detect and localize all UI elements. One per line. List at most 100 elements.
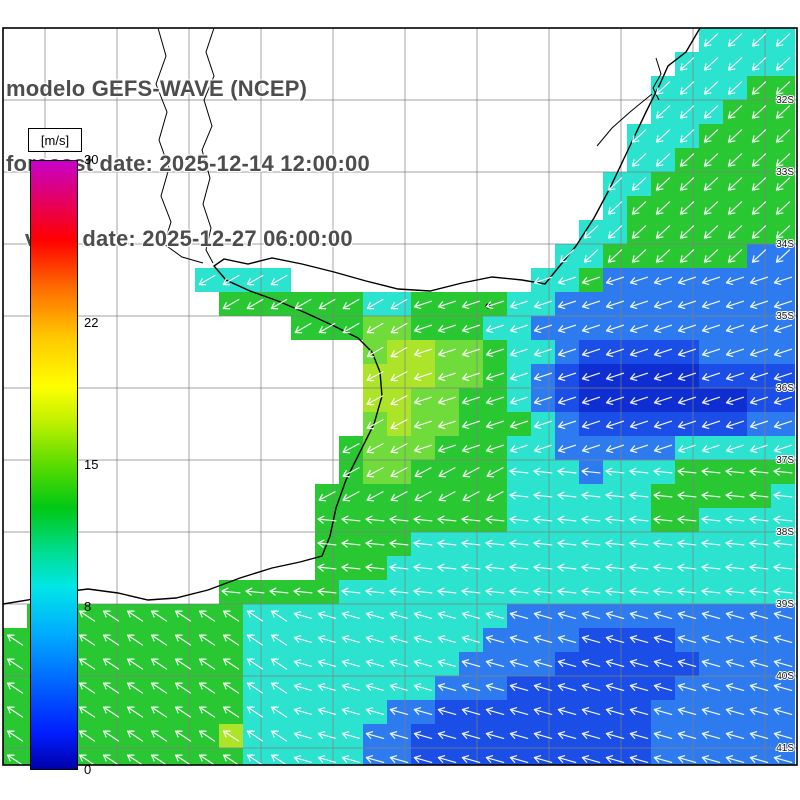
wind-arrow (701, 755, 721, 764)
wind-arrow (653, 348, 673, 358)
wind-arrow (751, 249, 767, 263)
wind-arrow (413, 755, 433, 764)
wind-arrow (749, 563, 769, 572)
wind-arrow (437, 587, 457, 596)
wind-arrow (629, 539, 649, 548)
wind-arrow (222, 298, 240, 310)
wind-arrow (605, 276, 625, 286)
wind-arrow (701, 659, 721, 668)
wind-arrow (222, 754, 240, 765)
wind-arrow (318, 322, 336, 334)
wind-arrow (485, 563, 505, 572)
wind-arrow (509, 444, 529, 454)
wind-arrow (629, 300, 649, 310)
wind-arrow (533, 731, 553, 740)
wind-arrow (631, 225, 647, 239)
wind-arrow (485, 635, 505, 644)
wind-arrow (749, 659, 769, 668)
wind-arrow (749, 515, 769, 524)
wind-arrow (174, 658, 192, 670)
wind-arrow (102, 610, 120, 622)
wind-arrow (174, 682, 192, 694)
wind-arrow (581, 467, 601, 476)
wind-arrow (438, 467, 456, 478)
wind-arrow (6, 634, 24, 646)
wind-arrow (629, 348, 649, 358)
wind-arrow (341, 635, 361, 644)
wind-arrow (461, 420, 481, 430)
wind-arrow (581, 635, 601, 644)
wind-arrow (150, 730, 168, 742)
wind-arrow (533, 515, 553, 524)
wind-arrow (533, 755, 553, 764)
wind-arrow (317, 635, 337, 644)
wind-arrow (653, 683, 673, 692)
wind-arrow (725, 539, 745, 548)
wind-arrow (366, 491, 384, 502)
wind-arrow (749, 467, 769, 476)
wind-arrow (293, 683, 313, 692)
wind-arrow (629, 635, 649, 644)
wind-arrow (605, 324, 625, 334)
wind-arrow (749, 396, 769, 406)
wind-arrow (751, 225, 767, 239)
wind-arrow (581, 611, 601, 620)
colorbar-tick-label: 8 (84, 599, 92, 615)
wind-arrow (581, 372, 601, 382)
wind-arrow (437, 372, 457, 382)
wind-arrow (607, 225, 623, 239)
wind-arrow (677, 372, 697, 382)
wind-arrow (677, 611, 697, 620)
wind-arrow (679, 129, 695, 143)
wind-arrow (773, 396, 793, 406)
wind-arrow (390, 298, 408, 310)
wind-arrow (703, 105, 719, 119)
wind-arrow (607, 177, 623, 191)
lat-label: 38S (776, 527, 794, 538)
wind-arrow (605, 300, 625, 310)
wind-arrow (413, 659, 433, 668)
wind-arrow (607, 249, 623, 263)
wind-arrow (583, 225, 599, 239)
wind-arrow (653, 276, 673, 286)
wind-arrow (557, 611, 577, 620)
wind-arrow (751, 33, 767, 47)
wind-arrow (438, 491, 456, 502)
wind-arrow (725, 611, 745, 620)
wind-arrow (509, 348, 529, 358)
wind-arrow (293, 659, 313, 668)
wind-arrow (222, 706, 240, 718)
wind-arrow (725, 420, 745, 430)
wind-arrow (533, 324, 553, 334)
wind-arrow (246, 610, 264, 622)
wind-arrow (653, 611, 673, 620)
wind-arrow (607, 201, 623, 215)
wind-arrow (294, 298, 312, 310)
wind-arrow (150, 610, 168, 622)
wind-arrow (653, 539, 673, 548)
wind-arrow (462, 491, 480, 502)
wind-arrow (727, 225, 743, 239)
wind-arrow (605, 444, 625, 454)
wind-arrow (485, 587, 505, 596)
wind-arrow (773, 635, 793, 644)
wind-arrow (437, 396, 457, 406)
wind-arrow (725, 300, 745, 310)
wind-arrow (653, 396, 673, 406)
map-title-block: modelo GEFS-WAVE (NCEP) forecast date: 2… (6, 26, 370, 301)
wind-arrow (581, 324, 601, 334)
wind-arrow (389, 635, 409, 644)
wind-arrow (485, 515, 505, 524)
wind-arrow (773, 348, 793, 358)
wind-arrow (126, 658, 144, 670)
wind-arrow (701, 731, 721, 740)
wind-arrow (317, 707, 337, 716)
colorbar (30, 160, 78, 770)
wind-arrow (557, 659, 577, 668)
wind-arrow (653, 444, 673, 454)
wind-arrow (509, 300, 529, 310)
wind-arrow (533, 563, 553, 572)
wind-arrow (485, 707, 505, 716)
wind-arrow (270, 706, 288, 718)
wind-arrow (365, 515, 385, 524)
